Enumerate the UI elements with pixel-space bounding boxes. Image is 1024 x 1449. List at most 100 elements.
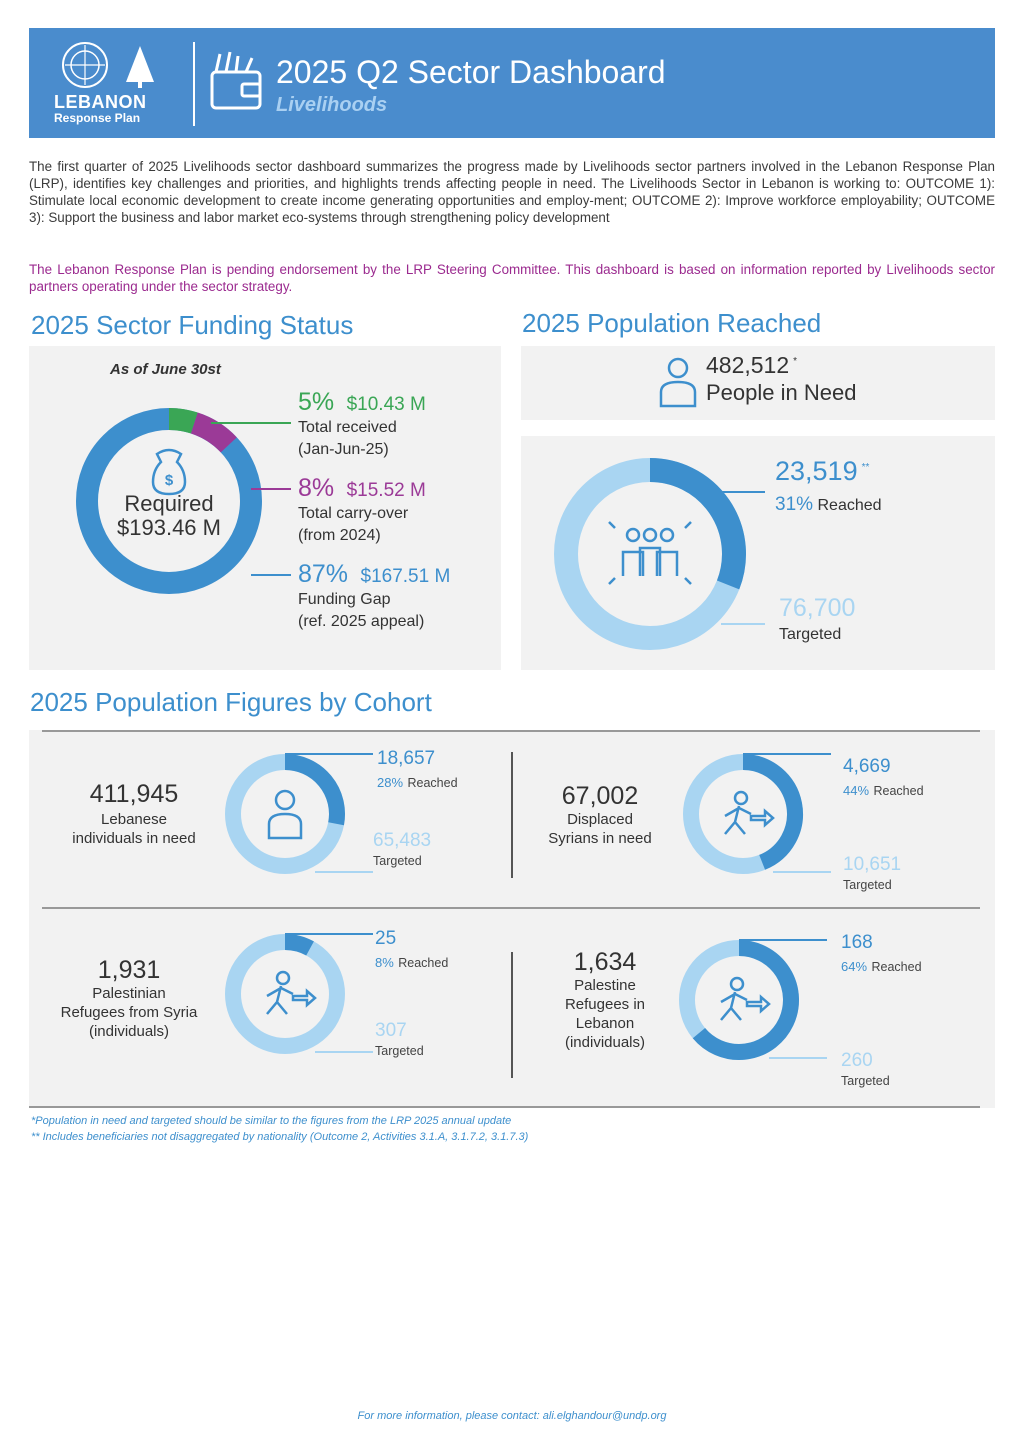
contact-info: For more information, please contact: al… bbox=[357, 1410, 667, 1422]
cohort-desc-line: (individuals) bbox=[88, 1023, 170, 1040]
cohort-bottom-rule bbox=[29, 1106, 980, 1108]
cohort-desc-line: (individuals) bbox=[564, 1034, 646, 1051]
funding-panel bbox=[29, 346, 501, 670]
pin-number: 482,512 bbox=[706, 352, 790, 378]
page-title: 2025 Q2 Sector Dashboard bbox=[276, 54, 666, 90]
carryover-amount: $15.52 M bbox=[346, 480, 426, 501]
logo-text-response-plan: Response Plan bbox=[54, 111, 141, 125]
cohort-reached-arc bbox=[284, 934, 314, 956]
cohort-reached-label: Reached bbox=[871, 960, 922, 974]
cohort-targeted: 307 bbox=[375, 1020, 407, 1041]
pin-value: 482,512 * bbox=[706, 352, 797, 379]
funding-as-of: As of June 30st bbox=[110, 361, 221, 378]
reached-footnote-mark: ** bbox=[861, 462, 870, 473]
cohort-value: 411,945 bbox=[89, 780, 179, 808]
displaced-person-icon bbox=[724, 790, 775, 835]
logo-text-lebanon: LEBANON bbox=[54, 92, 147, 112]
cohort-donut-chart bbox=[225, 753, 373, 874]
carryover-pct: 8% bbox=[298, 474, 335, 502]
funding-center-value: $193.46 M bbox=[117, 515, 221, 540]
cohort-reached-arc bbox=[742, 754, 803, 870]
cohort-reached-arc bbox=[284, 754, 345, 826]
cohort-reached: 18,657 bbox=[377, 748, 436, 769]
cohort-value: 67,002 bbox=[561, 782, 639, 810]
gap-label: Funding Gap bbox=[298, 591, 391, 608]
page-subtitle: Livelihoods bbox=[276, 94, 388, 116]
received-pct: 5% bbox=[298, 388, 335, 416]
displaced-person-icon bbox=[266, 970, 317, 1015]
reached-label: Reached bbox=[817, 497, 882, 514]
cohort-value: 1,931 bbox=[97, 956, 161, 984]
cohort-donut-track bbox=[225, 934, 345, 1054]
cohort-desc-line: Refugees from Syria bbox=[60, 1004, 198, 1021]
cohort-donut-chart bbox=[225, 933, 373, 1054]
pin-label: People in Need bbox=[706, 380, 857, 405]
cohort-pct: 44% bbox=[843, 783, 870, 798]
received-amount: $10.43 M bbox=[346, 394, 426, 415]
cohort-divider-top bbox=[511, 752, 513, 878]
cohort-targeted: 10,651 bbox=[843, 854, 902, 875]
reached-number: 23,519 bbox=[775, 456, 858, 486]
person-icon bbox=[659, 357, 697, 408]
cohort-desc-line: Palestinian bbox=[92, 985, 166, 1002]
targeted-number: 76,700 bbox=[779, 594, 856, 622]
cohort-value: 1,634 bbox=[573, 948, 637, 976]
cohort-reached-pct-block: 8% Reached bbox=[375, 954, 448, 972]
cohort-desc-line: Displaced bbox=[567, 811, 633, 828]
header-divider bbox=[193, 42, 195, 126]
cohort-card-lebanese: 411,945 Lebanese individuals in need 18,… bbox=[29, 740, 509, 900]
cohort-reached-label: Reached bbox=[407, 776, 458, 790]
money-bag-icon: $ bbox=[151, 448, 187, 496]
funding-heading: 2025 Sector Funding Status bbox=[31, 310, 354, 340]
cohort-reached: 25 bbox=[375, 928, 397, 949]
cohort-reached-label: Reached bbox=[398, 956, 449, 970]
cohort-description: Displaced Syrians in need bbox=[525, 810, 675, 848]
population-heading: 2025 Population Reached bbox=[522, 308, 822, 338]
endorsement-note: The Lebanon Response Plan is pending end… bbox=[29, 262, 995, 294]
cohort-pct: 8% bbox=[375, 955, 394, 970]
livelihoods-wallet-icon bbox=[210, 51, 262, 110]
cohort-card-palestinian-refugees-syria: 1,931 Palestinian Refugees from Syria (i… bbox=[29, 918, 509, 1088]
cohort-desc-line: Palestine bbox=[574, 977, 636, 994]
funding-carryover-arc bbox=[190, 412, 237, 453]
pin-panel bbox=[521, 346, 995, 420]
cohort-middle-rule bbox=[42, 907, 980, 909]
cohort-reached-pct-block: 64% Reached bbox=[841, 958, 922, 976]
cohort-pct: 28% bbox=[377, 775, 404, 790]
carryover-label: Total carry-over bbox=[298, 505, 409, 522]
cohort-heading: 2025 Population Figures by Cohort bbox=[30, 687, 432, 717]
received-period: (Jan-Jun-25) bbox=[298, 441, 389, 458]
cohort-desc-line: Lebanon bbox=[575, 1015, 635, 1032]
cohort-reached-pct-block: 44% Reached bbox=[843, 782, 924, 800]
cohort-targeted: 65,483 bbox=[373, 830, 432, 851]
cohort-desc-line: Syrians in need bbox=[548, 830, 652, 847]
cohort-donut-chart bbox=[679, 939, 827, 1060]
header-banner bbox=[29, 28, 995, 138]
footnote-2: ** Includes beneficiaries not disaggrega… bbox=[31, 1131, 529, 1143]
cohort-reached: 4,669 bbox=[843, 756, 891, 777]
cohort-description: Palestine Refugees in Lebanon (individua… bbox=[535, 976, 675, 1052]
cohort-pct: 64% bbox=[841, 959, 868, 974]
population-reached-arc bbox=[649, 458, 746, 590]
cohort-targeted-label: Targeted bbox=[375, 1044, 424, 1058]
cohort-desc-line: Refugees in bbox=[564, 996, 646, 1013]
cohort-reached-label: Reached bbox=[873, 784, 924, 798]
reached-pct-block: 31% Reached bbox=[775, 494, 882, 516]
cohort-reached: 168 bbox=[841, 932, 873, 953]
svg-text:$: $ bbox=[165, 472, 174, 489]
un-emblem-icon bbox=[62, 42, 154, 88]
carryover-period: (from 2024) bbox=[298, 527, 381, 544]
cohort-targeted-label: Targeted bbox=[841, 1074, 890, 1088]
cohort-desc-line: Lebanese bbox=[101, 811, 167, 828]
funding-donut-chart: $ bbox=[76, 408, 291, 594]
cohort-description: Lebanese individuals in need bbox=[49, 810, 219, 848]
received-label: Total received bbox=[298, 419, 397, 436]
funding-gap-block: 87% $167.51 M Funding Gap (ref. 2025 app… bbox=[298, 560, 450, 633]
cohort-targeted: 260 bbox=[841, 1050, 873, 1071]
pin-footnote-mark: * bbox=[793, 356, 798, 368]
cohort-reached-arc bbox=[692, 940, 799, 1060]
cohort-description: Palestinian Refugees from Syria (individ… bbox=[39, 984, 219, 1041]
reached-pct: 31% bbox=[775, 494, 814, 515]
cohort-top-rule bbox=[42, 730, 980, 732]
funding-received-block: 5% $10.43 M Total received (Jan-Jun-25) bbox=[298, 388, 426, 461]
